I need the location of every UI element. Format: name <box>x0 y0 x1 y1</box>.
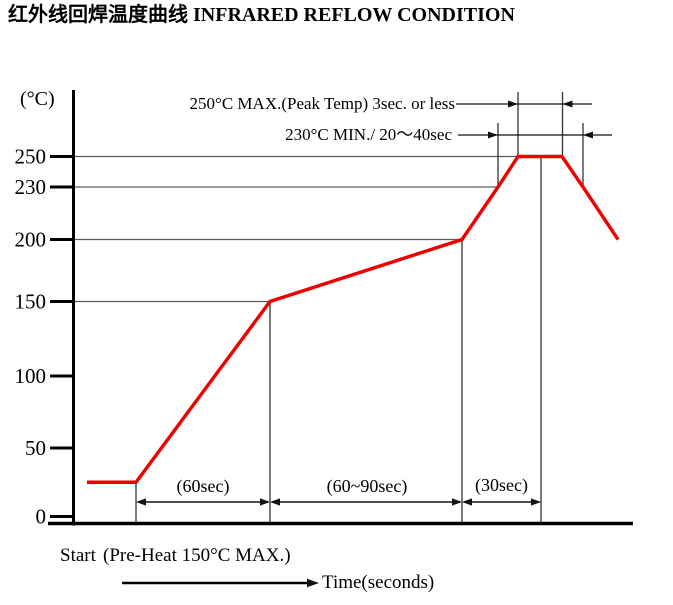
time-axis-label: Time(seconds) <box>322 572 435 593</box>
segment-label-preheat: (60sec) <box>176 476 230 496</box>
peak-dim-arrow-right <box>562 100 573 108</box>
arrowhead <box>270 498 280 506</box>
y-tick-label-250: 250 <box>15 145 47 169</box>
y-tick-label-100: 100 <box>15 364 47 388</box>
arrowhead <box>531 498 541 506</box>
chart-title: 红外线回焊温度曲线 INFRARED REFLOW CONDITION <box>8 4 515 26</box>
y-tick-label-0: 0 <box>36 505 47 529</box>
arrowhead <box>452 498 462 506</box>
arrowhead <box>136 498 146 506</box>
min-230-annotation: 230°C MIN./ 20～40sec <box>285 125 452 144</box>
y-tick-label-50: 50 <box>25 436 46 460</box>
start-label: Start <box>60 545 96 566</box>
preheat-note-label: (Pre-Heat 150°C MAX.) <box>103 545 291 566</box>
segment-label-reflow: (30sec) <box>475 475 528 495</box>
peak-temp-annotation: 250°C MAX.(Peak Temp) 3sec. or less <box>189 94 455 113</box>
time-arrow-head <box>307 578 319 588</box>
min230-dim-arrow-right <box>583 131 593 139</box>
peak-dim-arrow-left <box>508 100 518 108</box>
min230-dim-arrow-left <box>488 131 498 139</box>
temperature-curve <box>87 154 620 484</box>
segment-label-soak: (60~90sec) <box>326 476 408 496</box>
y-tick-label-200: 200 <box>15 228 47 252</box>
y-tick-label-150: 150 <box>15 290 47 314</box>
arrowhead <box>462 498 472 506</box>
arrowhead <box>260 498 270 506</box>
y-axis-unit-label: (°C) <box>20 88 55 110</box>
y-tick-label-230: 230 <box>15 175 47 199</box>
